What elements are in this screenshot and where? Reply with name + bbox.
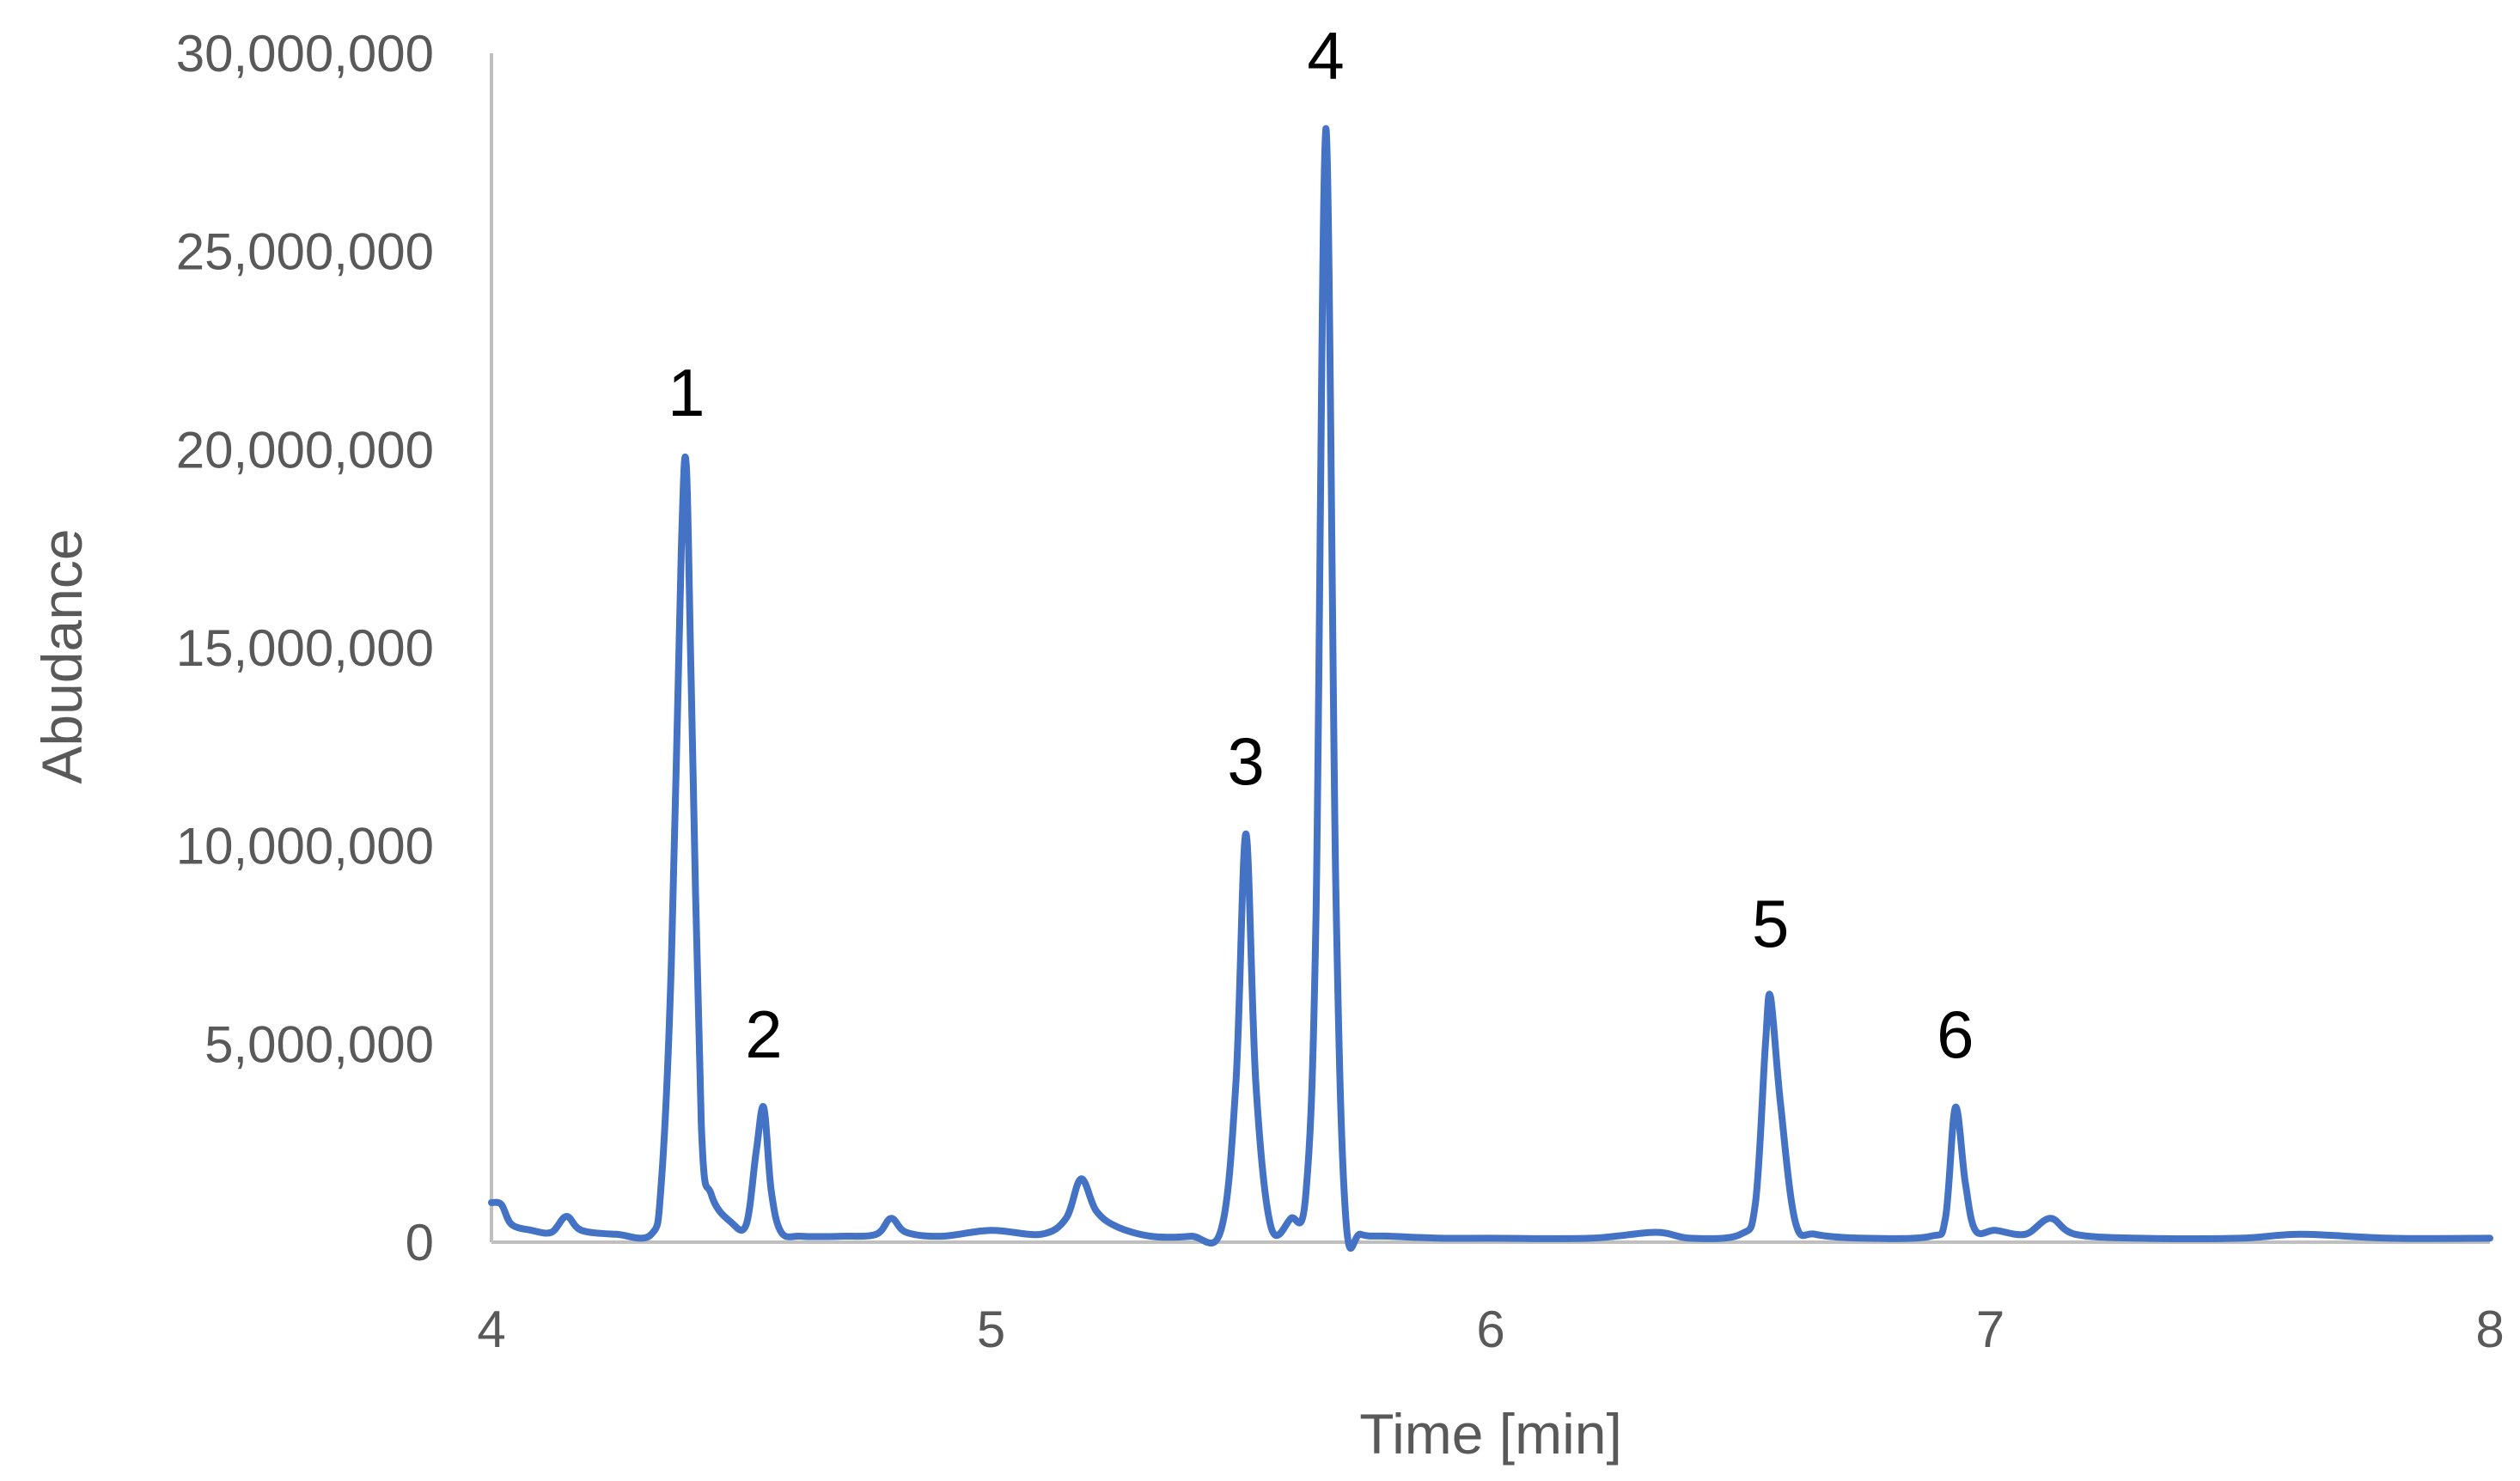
y-tick-label: 15,000,000: [176, 619, 434, 677]
y-axis-ticks: 0 5,000,000 10,000,000 15,000,000 20,000,000…: [176, 25, 434, 1271]
y-axis-title: Abudance: [30, 528, 94, 783]
y-tick-label: 5,000,000: [204, 1015, 434, 1073]
x-tick-label: 8: [2475, 1301, 2504, 1358]
y-tick-label: 10,000,000: [176, 818, 434, 875]
x-tick-label: 6: [1476, 1301, 1504, 1358]
peak-label: 1: [668, 355, 705, 430]
series-line: [488, 125, 2493, 1252]
y-tick-label: 30,000,000: [176, 25, 434, 82]
peak-label: 4: [1307, 18, 1344, 94]
peak-annotations: 1 2 3 4 5 6: [668, 18, 1974, 1072]
series-group: [488, 125, 2493, 1252]
y-tick-label: 25,000,000: [176, 223, 434, 281]
x-tick-label: 5: [977, 1301, 1005, 1358]
peak-label: 6: [1937, 996, 1974, 1072]
y-tick-label: 0: [406, 1214, 434, 1271]
peak-label: 2: [745, 996, 782, 1072]
axes: [490, 53, 2490, 1244]
x-tick-label: 7: [1976, 1301, 2004, 1358]
x-tick-label: 4: [477, 1301, 505, 1358]
x-axis-ticks: 4 5 6 7 8: [477, 1301, 2504, 1358]
peak-label: 5: [1752, 886, 1789, 961]
y-tick-label: 20,000,000: [176, 421, 434, 478]
peak-label: 3: [1227, 723, 1264, 799]
x-axis-title: Time [min]: [1359, 1402, 1622, 1466]
